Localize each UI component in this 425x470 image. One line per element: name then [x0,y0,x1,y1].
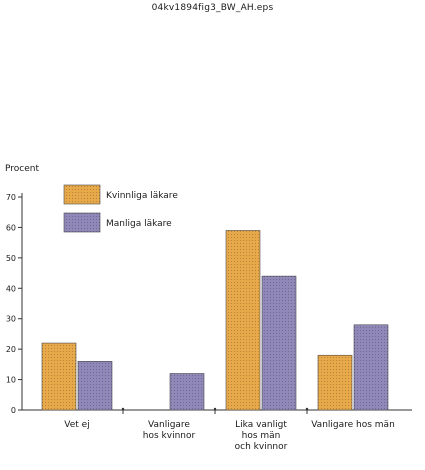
y-tick-label: 70 [6,193,16,202]
bar-texture [318,355,352,410]
x-tick-label: hos män [242,431,281,441]
y-axis-label: Procent [5,164,39,174]
y-tick-label: 50 [6,254,16,263]
file-caption: 04kv1894fig3_BW_AH.eps [151,3,274,13]
y-tick-label: 0 [11,406,16,415]
legend-label: Kvinnliga läkare [106,191,178,201]
legend-label: Manliga läkare [106,219,172,229]
bar-texture [226,230,260,410]
x-tick-label: hos kvinnor [143,431,196,441]
bar-texture [42,343,76,410]
y-tick-label: 30 [6,315,16,324]
y-tick-label: 20 [6,345,16,354]
bar-texture [262,276,296,410]
x-tick-label: Vanligare [148,420,190,430]
bar-texture [78,361,112,410]
legend-swatch-texture [64,185,100,204]
x-tick-label: Vanligare hos män [311,420,395,430]
x-tick-dot [213,407,217,411]
y-tick-label: 60 [6,223,16,232]
x-tick-label: och kvinnor [235,442,288,452]
bar-texture [354,324,388,410]
x-tick-label: Vet ej [64,420,89,430]
x-tick-label: Lika vanligt [235,420,287,430]
bar-texture [170,373,204,410]
legend-swatch-texture [64,213,100,232]
x-tick-dot [121,407,125,411]
y-tick-label: 40 [6,284,16,293]
x-tick-dot [305,407,309,411]
y-tick-label: 10 [6,376,16,385]
